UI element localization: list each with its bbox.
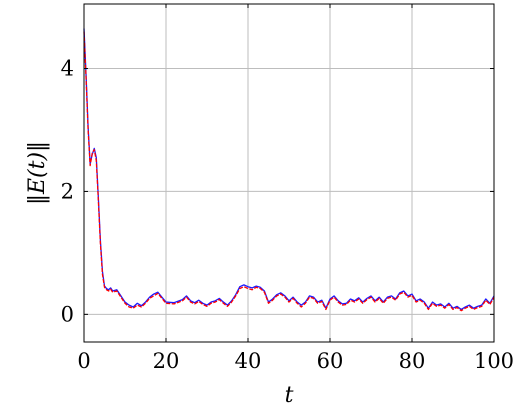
plot-frame [83, 3, 495, 343]
x-axis-label: t [285, 383, 294, 408]
series-lines [83, 28, 495, 312]
x-tick-label: 60 [317, 349, 344, 373]
x-tick-label: 40 [235, 349, 262, 373]
series-line-2 [83, 31, 495, 312]
x-tick-label: 80 [399, 349, 426, 373]
x-tick-label: 20 [153, 349, 180, 373]
y-tick-label: 4 [61, 57, 74, 81]
x-tick-label: 100 [474, 349, 514, 373]
grid [83, 4, 495, 342]
y-axis-label: ‖E(t)‖ [25, 141, 50, 205]
axis-ticks: 0 20 40 60 80 100 0 2 4 [61, 4, 514, 373]
y-tick-label: 2 [61, 179, 74, 203]
y-tick-label: 0 [61, 302, 74, 326]
x-tick-label: 0 [77, 349, 90, 373]
series-line-1 [83, 28, 495, 311]
